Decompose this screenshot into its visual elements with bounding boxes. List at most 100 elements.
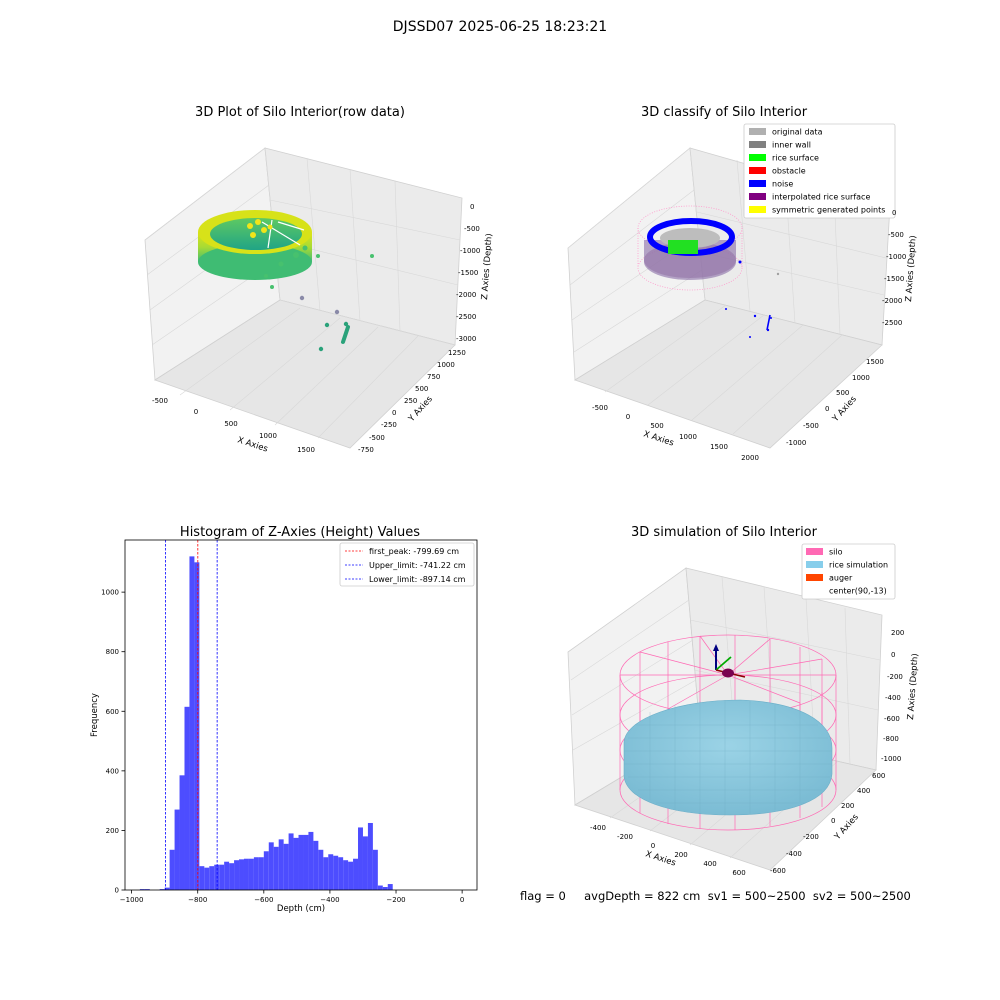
panel-classify-title: 3D classify of Silo Interior [641, 105, 808, 120]
panel-simulation-3d: 3D simulation of Silo Interior [567, 525, 921, 877]
histogram-y-label: Frequency [90, 693, 100, 737]
histogram-bar [189, 556, 195, 890]
svg-text:Lower_limit: -897.14 cm: Lower_limit: -897.14 cm [369, 575, 466, 584]
svg-text:-600: -600 [884, 715, 900, 723]
histogram-bar [318, 849, 324, 890]
histogram-bar [184, 706, 190, 890]
y-tick-label: 1000 [101, 589, 119, 597]
svg-text:-2500: -2500 [882, 319, 902, 327]
svg-text:-2500: -2500 [456, 313, 476, 321]
svg-text:0: 0 [392, 409, 396, 417]
figure-suptitle: DJSSD07 2025-06-25 18:23:21 [393, 19, 607, 35]
svg-text:1000: 1000 [852, 374, 870, 382]
histogram-bar [239, 859, 244, 890]
svg-text:0: 0 [626, 413, 630, 421]
simulation-y-label: Y Axies [832, 812, 861, 843]
svg-text:-1000: -1000 [886, 253, 906, 261]
pane-floor [574, 299, 883, 449]
legend-swatch-silo [806, 548, 823, 555]
svg-text:500: 500 [650, 422, 663, 430]
svg-text:1500: 1500 [297, 446, 315, 454]
histogram-bar [174, 809, 180, 890]
svg-text:rice surface: rice surface [772, 154, 819, 163]
svg-text:original data: original data [772, 128, 823, 137]
histogram-bar [248, 858, 254, 890]
legend-swatch-auger [806, 574, 823, 581]
svg-text:400: 400 [857, 787, 870, 795]
histogram-bar [194, 562, 200, 890]
svg-text:silo: silo [829, 548, 843, 557]
svg-text:500: 500 [836, 389, 849, 397]
x-tick-label: 0 [460, 896, 464, 904]
svg-text:500: 500 [224, 420, 237, 428]
classify-x-label: X Axies [642, 429, 675, 448]
histogram-bar [179, 775, 185, 890]
histogram-bar [303, 834, 309, 890]
classify-y-label: Y Axies [830, 394, 859, 425]
svg-text:200: 200 [841, 802, 854, 810]
histogram-bar [268, 842, 274, 890]
svg-text:-1500: -1500 [458, 269, 478, 277]
svg-text:-2000: -2000 [456, 291, 476, 299]
panel-classify-3d: 3D classify of Silo Interior [567, 105, 919, 462]
histogram-bar [313, 840, 319, 890]
svg-text:obstacle: obstacle [772, 167, 806, 176]
simulation-z-label: Z Axies (Depth) [906, 653, 921, 720]
svg-text:center(90,-13): center(90,-13) [829, 587, 887, 596]
histogram-bar [278, 839, 284, 890]
svg-text:2000: 2000 [741, 454, 759, 462]
histogram-bar [139, 889, 145, 890]
histogram-bar [358, 827, 363, 890]
simulation-legend: silo rice simulation auger center(90,-13… [801, 543, 896, 600]
svg-text:1500: 1500 [866, 358, 884, 366]
y-tick-label: 600 [106, 708, 119, 716]
histogram-legend: first_peak: -799.69 cm Upper_limit: -741… [339, 542, 475, 587]
svg-text:noise: noise [772, 180, 793, 189]
histogram-bar [169, 849, 175, 890]
histogram-title: Histogram of Z-Axies (Height) Values [180, 525, 420, 540]
svg-text:-250: -250 [381, 421, 397, 429]
svg-text:first_peak: -799.69 cm: first_peak: -799.69 cm [369, 547, 459, 556]
legend-swatch-inner-wall [749, 141, 766, 148]
x-tick-label: −600 [254, 896, 273, 904]
classify-z-ticks: 0 -500 -1000 -1500 -2000 -2500 [882, 209, 906, 327]
histogram-bar [199, 866, 205, 890]
svg-text:rice simulation: rice simulation [829, 561, 888, 570]
svg-text:-500: -500 [803, 422, 819, 430]
histogram-bar [382, 887, 388, 890]
histogram-bar [224, 861, 230, 890]
histogram-bar [333, 855, 339, 890]
legend-swatch-interpolated [749, 193, 766, 200]
histogram-bar [263, 851, 269, 890]
histogram-bar [343, 860, 349, 890]
svg-text:0: 0 [892, 209, 896, 217]
histogram-bar [377, 885, 383, 890]
svg-text:1250: 1250 [448, 349, 466, 357]
svg-text:600: 600 [872, 772, 885, 780]
histogram-bar [234, 860, 240, 890]
svg-text:0: 0 [891, 651, 895, 659]
histogram-bar [293, 837, 299, 890]
panel-histogram: Histogram of Z-Axies (Height) Values −10… [90, 525, 478, 914]
classify-legend: original data inner wall rice surface ob… [743, 123, 896, 219]
legend-swatch-rice-surface [749, 154, 766, 161]
panel-simulation-title: 3D simulation of Silo Interior [631, 525, 818, 540]
svg-text:interpolated rice surface: interpolated rice surface [772, 193, 870, 202]
raw-z-label: Z Axies (Depth) [480, 233, 495, 300]
histogram-bar [164, 887, 170, 890]
histogram-bar [144, 889, 150, 890]
histogram-threshold-lines [165, 540, 218, 890]
svg-text:-1500: -1500 [884, 275, 904, 283]
x-tick-label: −400 [320, 896, 339, 904]
histogram-bar [219, 864, 225, 890]
histogram-bar [283, 843, 289, 890]
panel-raw-3d: 3D Plot of Silo Interior(row data) [144, 105, 495, 455]
histogram-bar [338, 857, 344, 890]
histogram-bars [139, 556, 393, 890]
legend-swatch-symmetric [749, 206, 766, 213]
histogram-bar [387, 884, 393, 890]
histogram-bar [298, 834, 304, 890]
histogram-x-label: Depth (cm) [277, 904, 325, 914]
raw-point-cloud [198, 210, 374, 352]
